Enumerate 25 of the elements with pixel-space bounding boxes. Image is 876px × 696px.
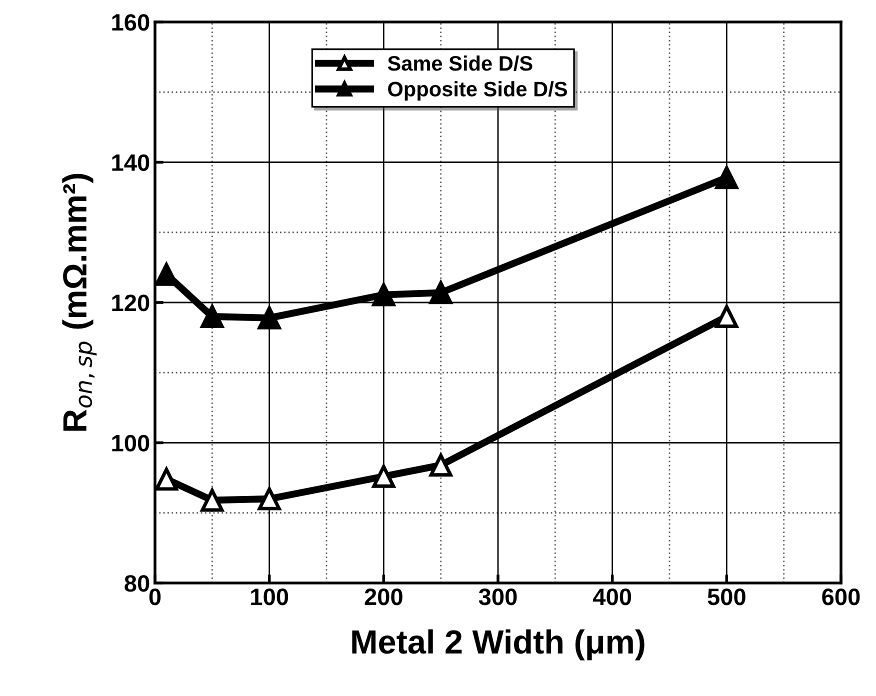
point (258, 306, 281, 330)
legend-label: Opposite Side D/S (388, 81, 567, 101)
point (155, 468, 178, 491)
point (372, 283, 396, 306)
x-tick-label: 100 (251, 588, 288, 606)
x-tick-label: 600 (822, 588, 860, 606)
point (200, 488, 224, 512)
y-axis-title: R$_{on,sp}$ (mΩ.mm²) (62, 174, 97, 431)
y-tick-label: 80 (124, 575, 150, 592)
y-tick-label: 100 (112, 434, 150, 452)
x-tick-label: 400 (592, 588, 632, 606)
point (372, 464, 396, 488)
y-tick-label: 120 (112, 294, 150, 312)
x-axis-title: Metal 2 Width (μm) (352, 629, 644, 660)
x-tick-label: 0 (149, 588, 161, 606)
legend-label: Same Side D/S (388, 55, 532, 72)
x-tick-label: 500 (708, 588, 746, 606)
point (429, 454, 452, 477)
y-tick-label: 160 (112, 14, 150, 31)
x-tick-label: 200 (364, 588, 402, 606)
y-tick-label: 140 (112, 154, 150, 172)
point (429, 281, 452, 304)
x-tick-label: 300 (478, 588, 517, 606)
point (715, 166, 738, 190)
point (258, 487, 281, 510)
